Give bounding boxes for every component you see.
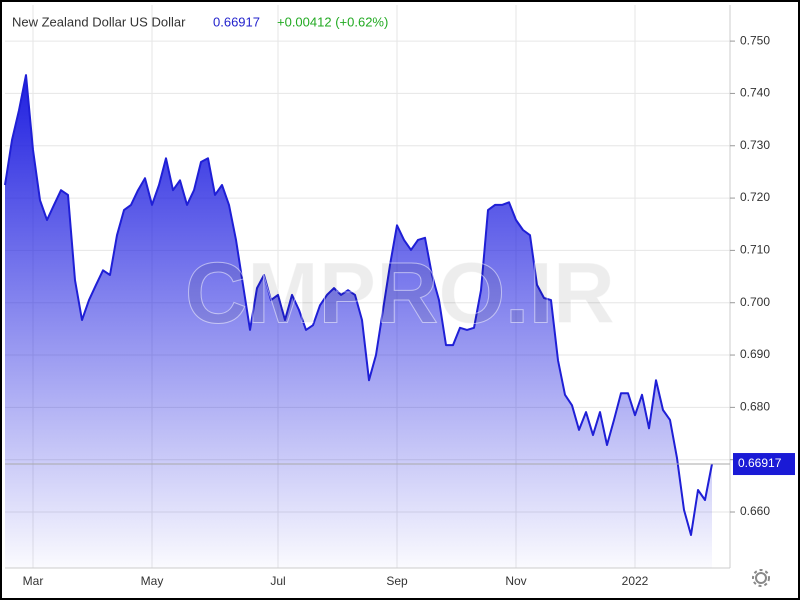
- x-tick-label: Nov: [505, 574, 526, 588]
- y-tick-label: 0.740: [740, 86, 770, 100]
- line: [4, 74, 713, 536]
- last-price-box: [733, 453, 795, 476]
- y-tick-label: 0.680: [740, 400, 770, 414]
- x-tick-label: Mar: [23, 574, 44, 588]
- x-tick-label: Jul: [270, 574, 285, 588]
- area: [5, 75, 712, 568]
- y-tick-label: 0.660: [740, 504, 770, 518]
- gear-teeth[interactable]: [752, 569, 770, 587]
- plot-area: [4, 74, 713, 568]
- y-tick-label: 0.690: [740, 347, 770, 361]
- instrument-name: New Zealand Dollar US Dollar: [12, 14, 186, 29]
- y-tick-label: 0.750: [740, 33, 770, 47]
- y-tick-label: 0.730: [740, 138, 770, 152]
- settings-icon[interactable]: [752, 569, 770, 587]
- y-tick-label: 0.720: [740, 190, 770, 204]
- price-change: +0.00412 (+0.62%): [277, 14, 388, 29]
- x-tick-label: Sep: [386, 574, 408, 588]
- y-tick-label: 0.700: [740, 295, 770, 309]
- last-price: 0.66917: [213, 14, 260, 29]
- watermark: CMPRO.IR: [185, 246, 615, 342]
- x-tick-label: 2022: [622, 574, 649, 588]
- last-price-label: 0.66917: [738, 456, 782, 470]
- gear[interactable]: [755, 572, 767, 584]
- y-tick-label: 0.710: [740, 243, 770, 257]
- x-tick-label: May: [141, 574, 164, 588]
